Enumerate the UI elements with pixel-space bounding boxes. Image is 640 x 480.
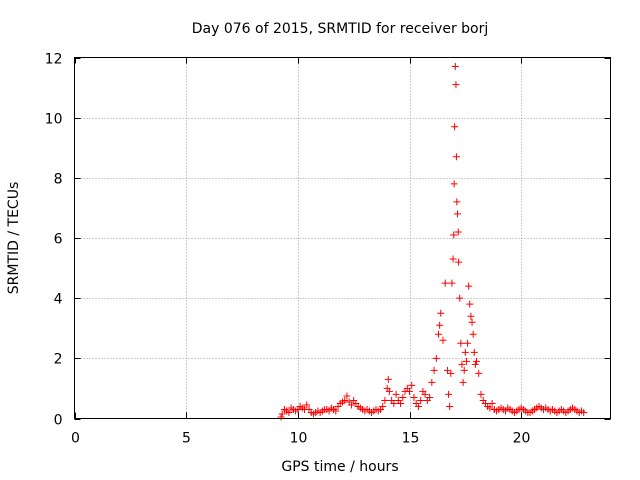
data-point — [430, 366, 438, 374]
data-point — [441, 279, 449, 287]
data-point — [452, 81, 460, 89]
y-tick-label: 0 — [54, 413, 63, 429]
data-point — [428, 378, 436, 386]
data-point — [343, 392, 351, 400]
data-point — [462, 357, 470, 365]
data-point — [447, 369, 455, 377]
y-tick-label: 2 — [54, 352, 63, 368]
data-point — [417, 396, 425, 404]
y-tick-label: 8 — [54, 172, 63, 188]
data-point — [399, 393, 407, 401]
data-point — [456, 294, 464, 302]
data-point — [278, 410, 286, 418]
y-tick-label: 4 — [54, 292, 63, 308]
y-tick-label: 6 — [54, 232, 63, 248]
data-point — [461, 348, 469, 356]
data-point — [384, 375, 392, 383]
x-tick-label: 10 — [290, 431, 308, 447]
data-point — [435, 330, 443, 338]
data-point — [460, 366, 468, 374]
data-point — [426, 393, 434, 401]
data-point — [421, 390, 429, 398]
data-point — [448, 279, 456, 287]
data-point — [392, 390, 400, 398]
data-point — [432, 354, 440, 362]
data-point — [454, 228, 462, 236]
data-point — [414, 402, 422, 410]
x-axis-label: GPS time / hours — [281, 459, 398, 475]
data-point — [459, 378, 467, 386]
x-tick-label: 0 — [71, 431, 80, 447]
chart-title: Day 076 of 2015, SRMTID for receiver bor… — [192, 21, 489, 37]
data-point — [465, 282, 473, 290]
tick-labels: 0 2 4 6 8 10 12 0 5 10 15 20 — [45, 52, 531, 447]
data-point — [437, 309, 445, 317]
data-point — [277, 413, 285, 421]
data-point — [452, 153, 460, 161]
data-point — [580, 408, 588, 416]
data-point — [450, 180, 458, 188]
data-point — [303, 401, 311, 409]
data-point — [458, 360, 466, 368]
data-point — [285, 408, 293, 416]
data-point — [341, 396, 349, 404]
data-point — [379, 402, 387, 410]
data-point — [454, 210, 462, 218]
data-point — [468, 318, 476, 326]
data-point — [473, 357, 480, 365]
data-point — [453, 198, 461, 206]
data-point — [469, 330, 477, 338]
x-tick-label: 15 — [402, 431, 420, 447]
data-point — [450, 231, 458, 239]
axis-ticks — [74, 57, 611, 420]
data-point — [467, 312, 475, 320]
data-point — [488, 399, 496, 407]
data-point — [466, 300, 474, 308]
data-point — [451, 63, 459, 71]
data-point — [464, 339, 472, 347]
x-tick-label: 20 — [513, 431, 531, 447]
data-point — [347, 401, 355, 409]
data-point — [455, 258, 463, 266]
data-point — [457, 339, 465, 347]
data-point — [406, 387, 413, 395]
data-point — [470, 348, 478, 356]
grid — [74, 57, 611, 419]
data-point — [471, 360, 479, 368]
data-point — [410, 393, 418, 401]
x-tick-label: 5 — [182, 431, 191, 447]
y-tick-label: 10 — [45, 112, 63, 128]
y-axis-label: SRMTID / TECUs — [6, 182, 22, 295]
y-tick-label: 12 — [45, 52, 63, 68]
data-point — [439, 336, 447, 344]
data-point — [385, 387, 393, 395]
data-series — [277, 63, 588, 421]
data-point — [436, 321, 444, 329]
data-point — [475, 369, 483, 377]
data-point — [332, 407, 340, 415]
data-point — [397, 399, 405, 407]
data-point — [381, 396, 389, 404]
data-point — [443, 366, 451, 374]
data-point — [449, 255, 457, 263]
data-point — [390, 399, 398, 407]
data-point — [451, 123, 459, 131]
data-point — [486, 404, 494, 412]
data-point — [445, 390, 453, 398]
data-point — [446, 402, 454, 410]
data-point — [477, 390, 485, 398]
data-point — [408, 381, 416, 389]
